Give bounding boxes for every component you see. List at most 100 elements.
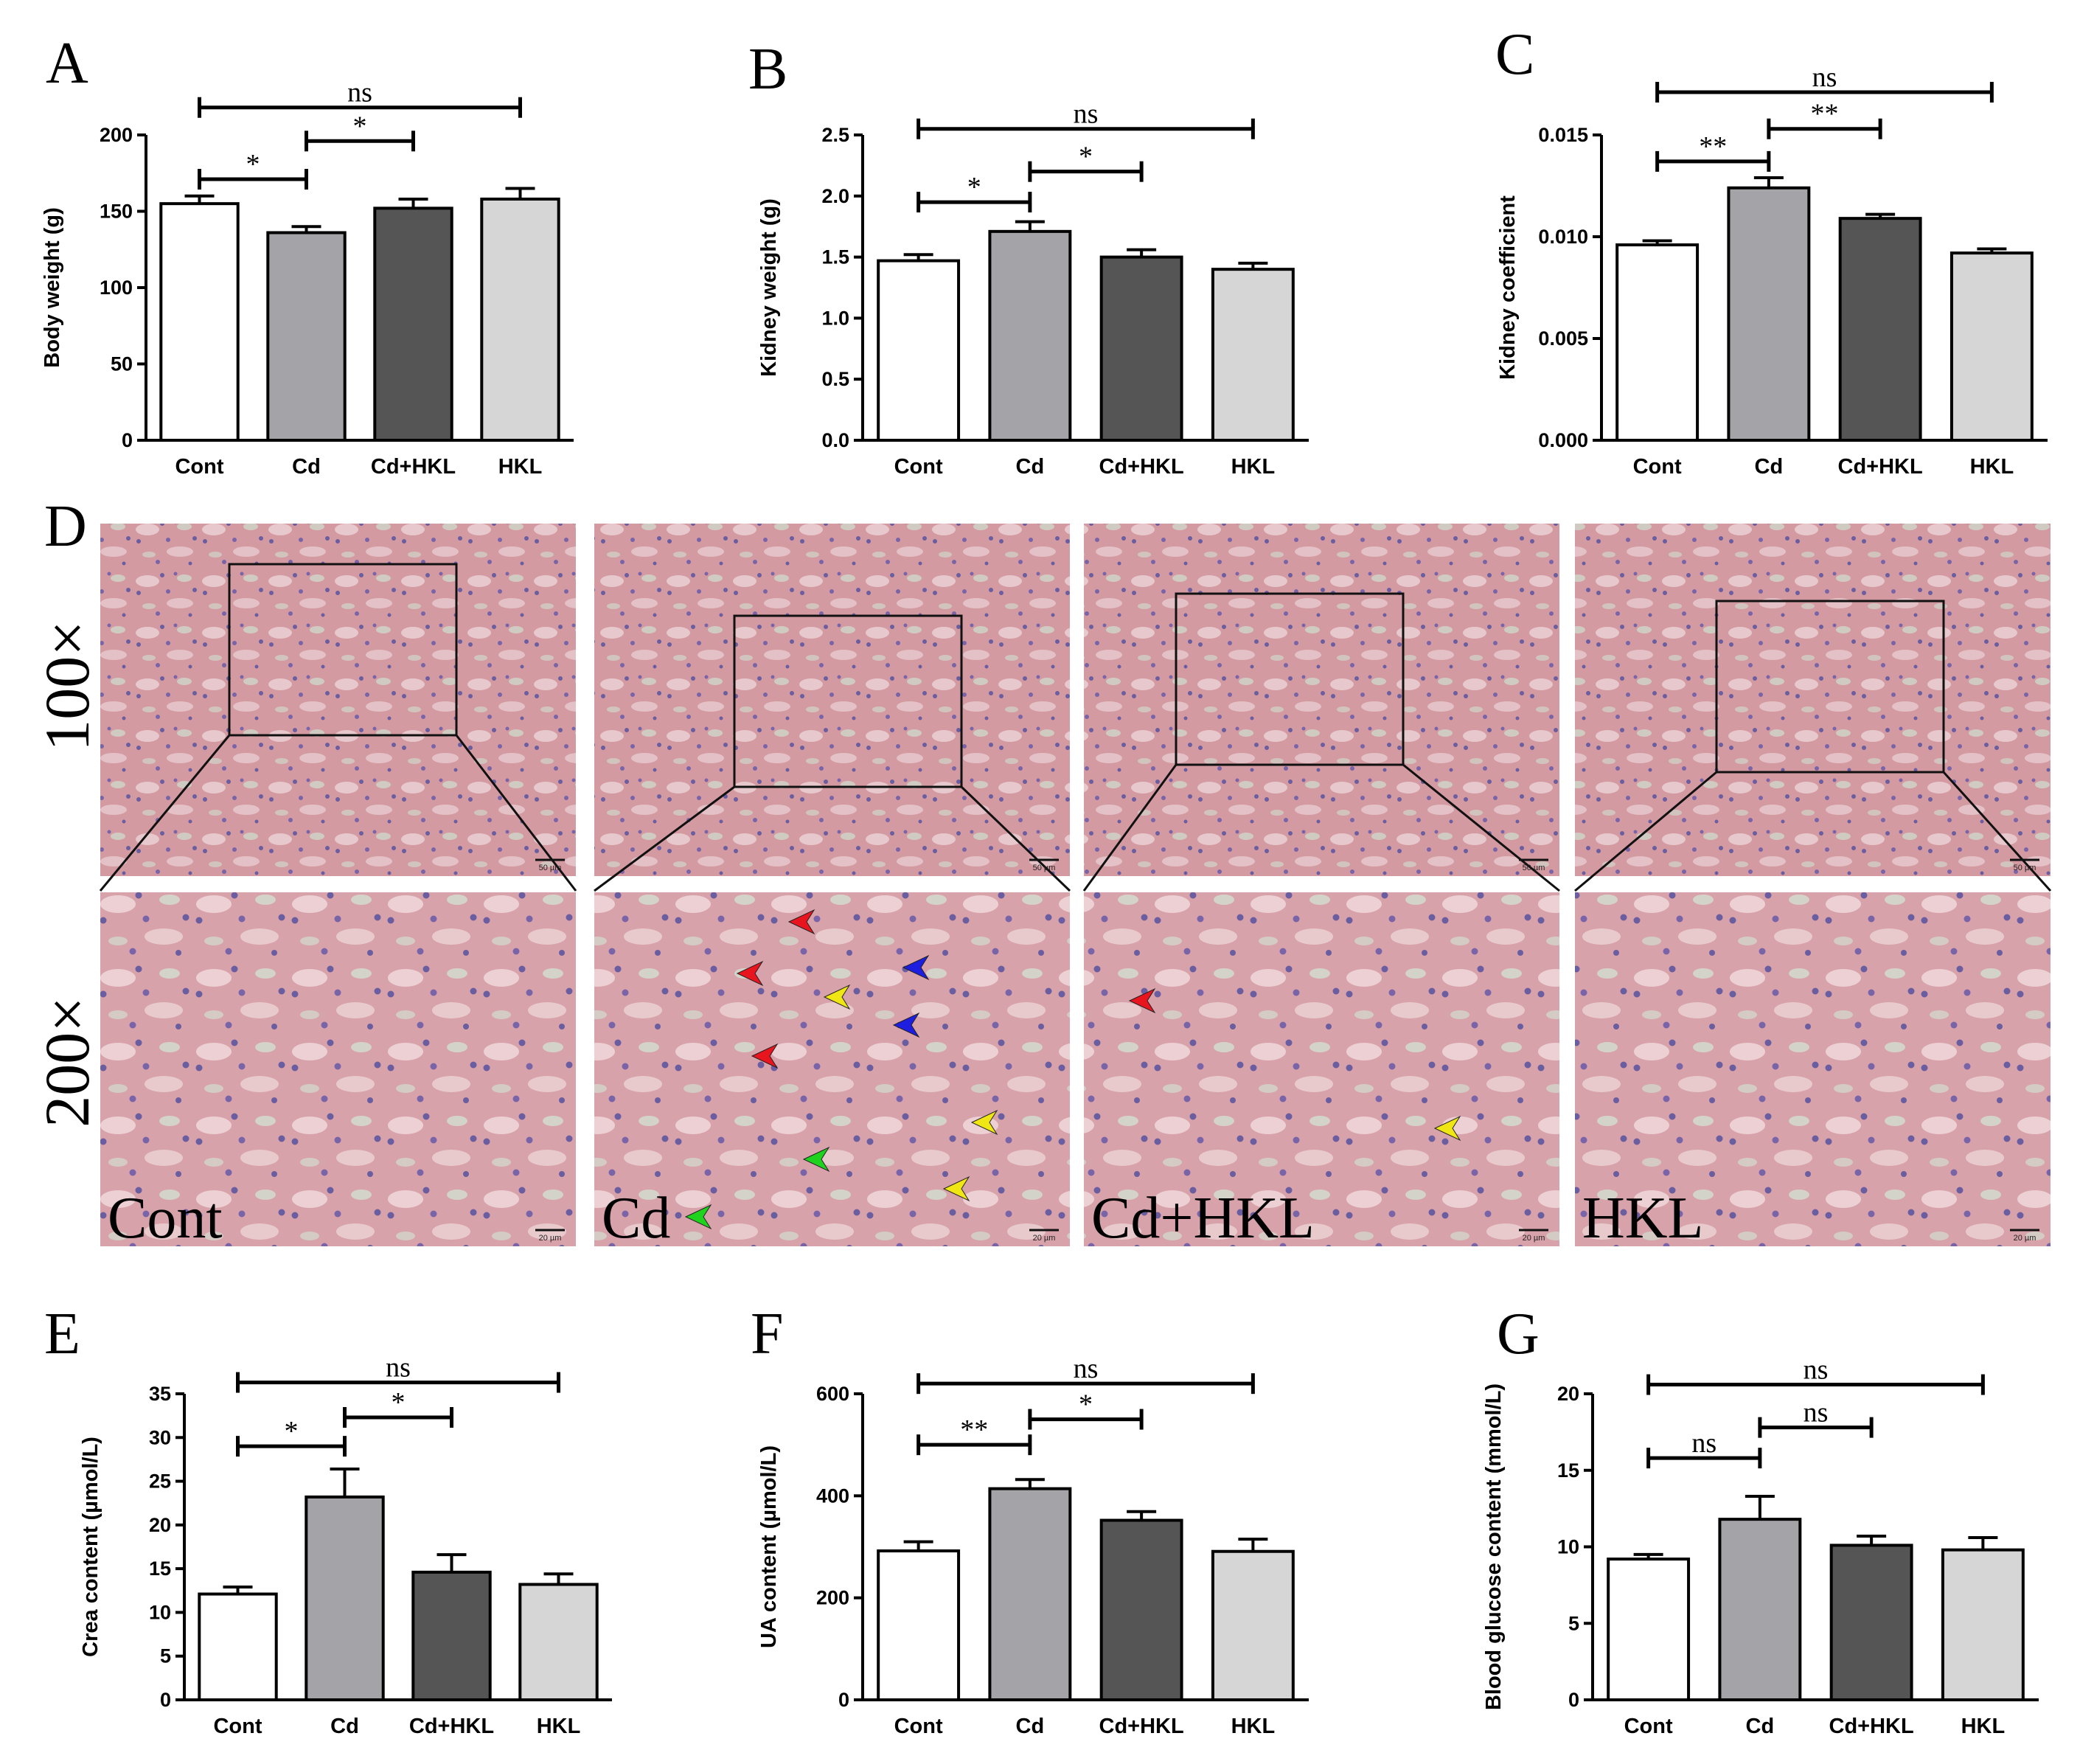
magnification-label-200x: 200×	[32, 996, 102, 1128]
significance-label: **	[1699, 131, 1727, 162]
y-tick-label: 15	[149, 1558, 171, 1580]
bar-cd	[1718, 1518, 1802, 1701]
significance-label: ns	[386, 1352, 411, 1383]
bar-cd	[988, 1487, 1072, 1702]
significance-label: **	[1811, 99, 1839, 130]
scale-bar-label: 20 µm	[1523, 1234, 1545, 1243]
bar-cont	[877, 1549, 961, 1702]
x-tick-label: HKL	[1970, 455, 2014, 479]
panel-label-f: F	[751, 1302, 784, 1367]
histology-panel: 100× 200× 50 µm 20 µm Cont 50 µm 20 µm Cd 50 µm 2…	[32, 524, 2052, 1251]
micrograph-100x-hkl	[1575, 524, 2051, 876]
zoom-connector-line	[455, 735, 577, 892]
micrograph-200x-cd	[594, 892, 1070, 1246]
y-tick-label: 35	[149, 1383, 171, 1405]
y-tick-label: 0	[122, 429, 133, 451]
y-tick-label: 150	[100, 201, 133, 223]
arrowhead-marker	[902, 954, 930, 981]
bar-cd-hkl	[1838, 217, 1922, 442]
x-tick-label: Cont	[1633, 455, 1682, 479]
x-tick-label: Cd+HKL	[1099, 1715, 1184, 1738]
y-axis-title: UA content (µmol/L)	[757, 1445, 781, 1648]
bar-hkl	[1941, 1548, 2025, 1701]
significance-label: **	[960, 1414, 988, 1445]
micrograph-200x-cd-hkl	[1084, 892, 1559, 1246]
bar-cd-hkl	[411, 1570, 492, 1702]
y-tick-label: 0.015	[1538, 124, 1588, 146]
y-tick-label: 1.0	[821, 307, 849, 329]
bar-cd-hkl	[1099, 255, 1183, 442]
significance-label: ns	[347, 77, 372, 108]
zoom-region-box	[1715, 600, 1945, 774]
bar-cd	[1727, 186, 1811, 442]
scale-bar-label: 50 µm	[2014, 864, 2036, 872]
panel-label-d: D	[44, 494, 87, 559]
x-tick-label: Cd	[1755, 455, 1784, 479]
bar-hkl	[1211, 1549, 1295, 1702]
zoom-connector-line	[1082, 764, 1178, 892]
significance-label: *	[246, 149, 260, 180]
y-axis-title: Kidney coefficient	[1496, 195, 1520, 380]
y-tick-label: 200	[816, 1587, 849, 1609]
arrowhead-marker	[751, 1043, 779, 1069]
significance-label: ns	[1812, 62, 1837, 93]
y-tick-label: 0.5	[821, 368, 849, 390]
bar-cd	[266, 231, 347, 442]
bar-cd-hkl	[1099, 1518, 1183, 1702]
chart-a: 0 50 100 150 200 Body weight (g) Cont Cd Cd+HKL H…	[41, 77, 574, 479]
y-tick-label: 2.0	[821, 185, 849, 207]
zoom-connector-line	[1402, 763, 1560, 892]
significance-label: *	[353, 111, 367, 142]
group-label-hkl: HKL	[1582, 1186, 1703, 1251]
bar-cont	[877, 259, 961, 442]
x-tick-label: HKL	[498, 455, 543, 479]
bar-hkl	[1211, 268, 1295, 442]
y-tick-label: 400	[816, 1485, 849, 1507]
y-tick-label: 600	[816, 1383, 849, 1405]
scale-bar-label: 20 µm	[2014, 1234, 2036, 1243]
micrograph-100x-cd-hkl	[1084, 524, 1559, 876]
bar-cd	[305, 1495, 385, 1702]
zoom-region-box	[1175, 592, 1405, 766]
micrograph-100x-cd	[594, 524, 1070, 876]
arrowhead-marker	[684, 1204, 712, 1230]
bar-cd-hkl	[373, 206, 453, 442]
group-label-cd-hkl: Cd+HKL	[1091, 1186, 1315, 1251]
y-tick-label: 50	[111, 353, 133, 375]
significance-label: *	[285, 1416, 299, 1447]
scale-bar-label: 50 µm	[1523, 864, 1545, 872]
y-tick-label: 0	[838, 1689, 849, 1711]
y-tick-label: 25	[149, 1470, 171, 1493]
y-tick-label: 100	[100, 277, 133, 299]
bar-cont	[1615, 243, 1700, 442]
panel-label-g: G	[1497, 1302, 1540, 1367]
zoom-connector-line	[1574, 771, 1717, 892]
chart-f: 0 200 400 600 UA content (µmol/L) Cont Cd Cd+HK…	[757, 1353, 1309, 1738]
x-tick-label: HKL	[537, 1715, 581, 1738]
x-tick-label: Cd+HKL	[409, 1715, 494, 1738]
chart-c: 0.000 0.005 0.010 0.015 Kidney coefficient Co…	[1496, 62, 2048, 479]
zoom-connector-line	[594, 785, 735, 892]
y-tick-label: 10	[1557, 1536, 1579, 1558]
arrowhead-marker	[802, 1146, 830, 1173]
x-tick-label: Cd+HKL	[1838, 455, 1923, 479]
y-axis-title: Body weight (g)	[41, 207, 64, 367]
panel-label-a: A	[46, 31, 88, 96]
y-tick-label: 15	[1557, 1459, 1579, 1482]
y-tick-label: 30	[149, 1426, 171, 1448]
arrowhead-marker	[970, 1109, 998, 1136]
arrowhead-marker	[787, 909, 815, 935]
bar-cont	[1607, 1558, 1691, 1702]
y-tick-label: 1.5	[821, 246, 849, 268]
x-tick-label: Cont	[1624, 1715, 1673, 1738]
y-tick-label: 200	[100, 124, 133, 146]
arrowhead-marker	[823, 984, 851, 1010]
y-tick-label: 0.010	[1538, 226, 1588, 248]
arrowhead-marker	[1128, 987, 1156, 1014]
significance-label: ns	[1804, 1355, 1829, 1386]
significance-label: ns	[1804, 1397, 1829, 1428]
significance-label: *	[392, 1387, 406, 1418]
y-tick-label: 0	[160, 1689, 171, 1711]
significance-label: *	[967, 172, 981, 203]
